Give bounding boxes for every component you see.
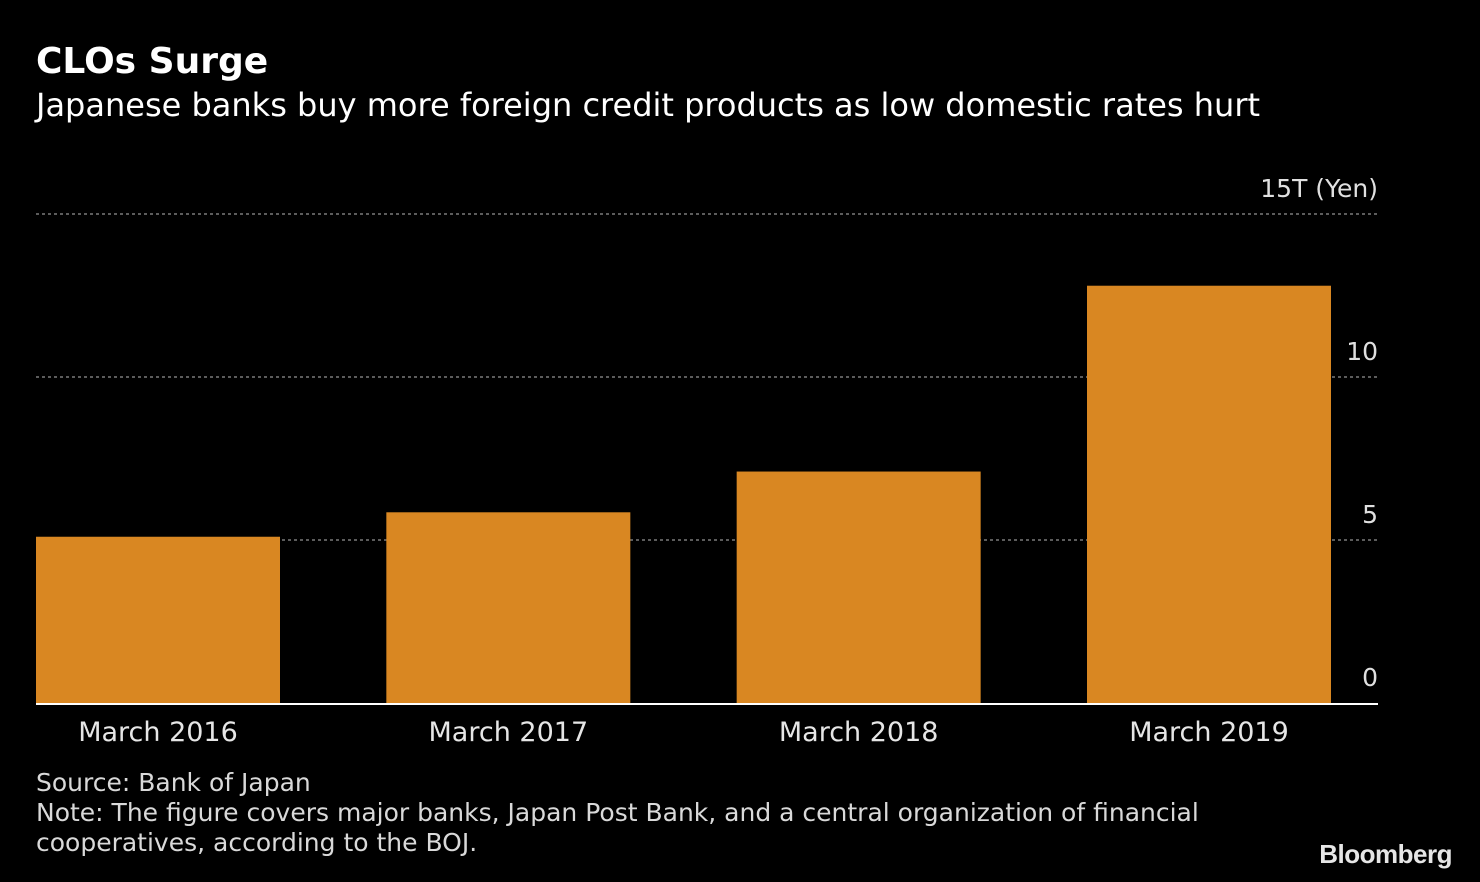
bar-march-2019 bbox=[1087, 285, 1331, 703]
bars bbox=[36, 285, 1331, 703]
y-tick-label: 5 bbox=[1362, 500, 1378, 529]
bar-march-2017 bbox=[386, 512, 631, 703]
labels: 0 5 10 15T (Yen) March 2016 March 2017 March 2… bbox=[78, 174, 1378, 748]
chart-subtitle: Japanese banks buy more foreign credit p… bbox=[36, 86, 1261, 124]
y-tick-label: 0 bbox=[1362, 663, 1378, 692]
bloomberg-logo: Bloomberg bbox=[1319, 839, 1452, 869]
y-tick-label: 15T (Yen) bbox=[1260, 174, 1378, 203]
footnote: Note: The figure covers major banks, Jap… bbox=[36, 798, 1199, 857]
x-tick-label: March 2017 bbox=[429, 717, 589, 748]
bar-march-2018 bbox=[736, 471, 981, 703]
x-tick-label: March 2018 bbox=[779, 717, 939, 748]
chart-title: CLOs Surge bbox=[36, 41, 269, 82]
x-tick-label: March 2016 bbox=[78, 717, 238, 748]
x-tick-label: March 2019 bbox=[1129, 717, 1289, 748]
source-note: Source: Bank of Japan bbox=[36, 768, 311, 797]
y-tick-label: 10 bbox=[1346, 337, 1378, 366]
bar-march-2016 bbox=[36, 536, 280, 703]
